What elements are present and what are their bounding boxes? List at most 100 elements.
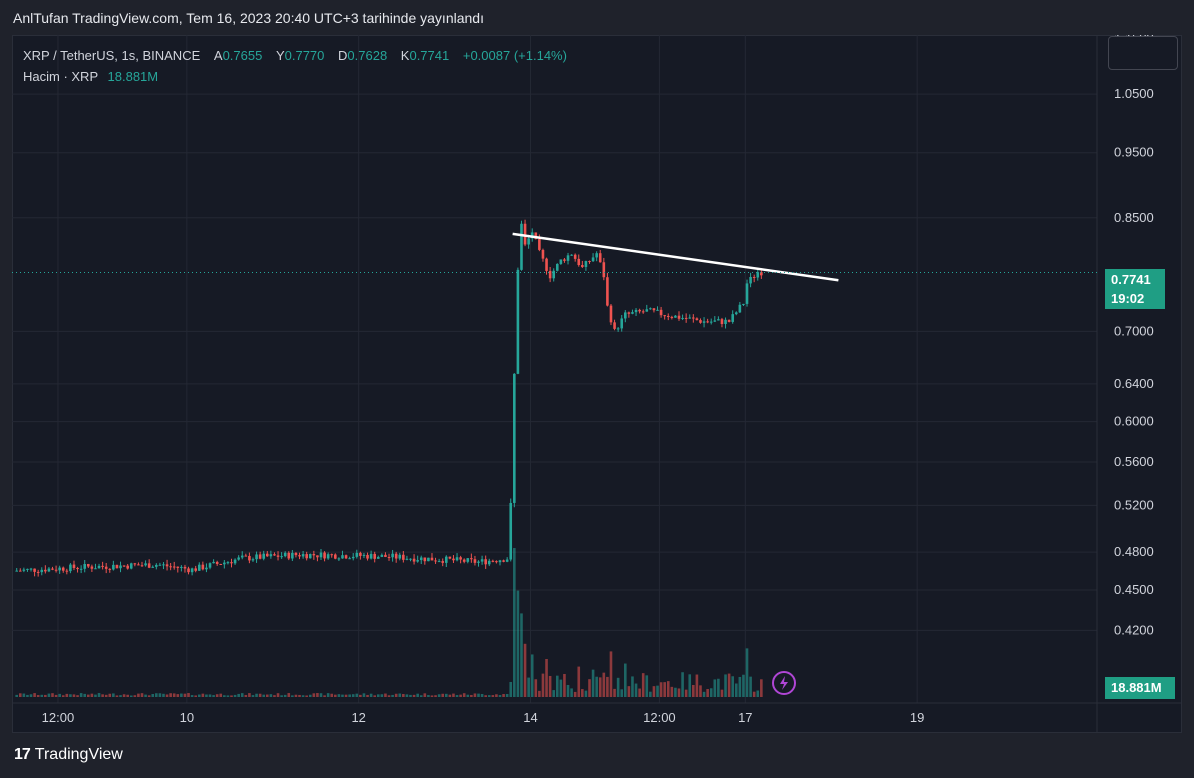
volume-bar (58, 693, 61, 697)
candle-body (717, 319, 720, 321)
candle-body (470, 558, 473, 560)
candle-body (384, 554, 387, 557)
candle-body (419, 557, 423, 561)
candle-body (731, 314, 734, 322)
volume-bar (72, 694, 76, 697)
volume-bar (334, 694, 337, 697)
volume-bar (169, 693, 172, 697)
chart-toolbox[interactable] (1108, 36, 1178, 70)
volume-bar (151, 693, 155, 697)
candle-body (219, 563, 223, 565)
candle-body (269, 554, 273, 557)
volume-row: Hacim · XRP 18.881M (23, 66, 567, 87)
candle-body (140, 565, 144, 567)
volume-bar (344, 694, 348, 697)
volume-label[interactable]: Hacim · XRP (23, 69, 98, 84)
candle-body (445, 556, 448, 563)
candle-body (380, 554, 384, 557)
volume-bar (641, 673, 645, 697)
price-tick-label: 0.5200 (1114, 497, 1154, 512)
candle-body (573, 254, 577, 259)
candle-body (645, 309, 649, 312)
volume-bar (674, 687, 677, 697)
price-tick-label: 0.6000 (1114, 414, 1154, 429)
candle-body (54, 569, 58, 571)
volume-bar (380, 694, 384, 697)
volume-bar (477, 693, 480, 697)
candle-body (498, 560, 502, 563)
candle-body (233, 559, 237, 564)
candle-body (251, 559, 255, 561)
candle-body (334, 554, 337, 559)
candle-body (90, 566, 94, 569)
candle-body (760, 272, 763, 276)
volume-bar (97, 693, 101, 697)
volume-bar (616, 677, 620, 697)
time-tick-label: 12 (351, 710, 365, 725)
volume-bar (684, 689, 688, 697)
candle-body (287, 552, 291, 559)
volume-bar (251, 695, 255, 697)
volume-bar (677, 688, 681, 697)
volume-tag: 18.881M (1105, 677, 1175, 699)
volume-bar (15, 694, 18, 697)
candle-body (409, 558, 412, 560)
publish-info: AnlTufan TradingView.com, Tem 16, 2023 2… (13, 10, 484, 26)
volume-bar (760, 679, 763, 697)
candle-body (491, 560, 495, 562)
volume-bar (484, 695, 487, 697)
volume-bar (663, 682, 666, 697)
volume-bar (376, 694, 380, 697)
price-tick-label: 0.5600 (1114, 454, 1154, 469)
volume-bar (362, 693, 366, 697)
volume-bar (215, 694, 219, 697)
volume-bar (427, 695, 430, 697)
volume-bar (734, 683, 738, 697)
candle-body (688, 317, 692, 319)
price-chart[interactable]: 1.0500 0.9500 0.8500 0.7000 0.6400 0.6000 0.56… (12, 35, 1182, 733)
volume-bar (255, 693, 258, 697)
candle-body (201, 564, 205, 570)
candle-body (455, 557, 459, 561)
volume-bar (577, 666, 581, 697)
candle-body (258, 554, 262, 559)
volume-bar (351, 694, 355, 697)
volume-bar (441, 693, 445, 697)
candle-body (355, 552, 359, 557)
candle-body (602, 262, 606, 278)
volume-bar (22, 693, 26, 697)
candle-body (527, 238, 530, 245)
volume-bar (455, 695, 459, 697)
candle-body (33, 568, 36, 572)
candle-body (387, 556, 391, 558)
close-value: 0.7741 (409, 48, 450, 63)
volume-bar (445, 693, 448, 697)
tradingview-logo[interactable]: 17 TradingView (14, 746, 123, 764)
volume-bar (552, 690, 555, 697)
symbol-title[interactable]: XRP / TetherUS, 1s, BINANCE (23, 48, 201, 63)
volume-bar (194, 695, 197, 697)
volume-bar (530, 654, 534, 697)
volume-bar (452, 693, 455, 697)
volume-bar (645, 675, 649, 697)
volume-bar (545, 659, 548, 697)
candle-body (727, 319, 731, 322)
candle-body (416, 560, 419, 562)
candle-body (348, 558, 351, 560)
close-label: K (400, 48, 410, 63)
candle-body (147, 563, 151, 568)
volume-bar (90, 693, 94, 697)
volume-bar (570, 688, 573, 697)
volume-bar (326, 693, 330, 697)
volume-bar (18, 693, 22, 697)
lightning-icon (772, 671, 796, 695)
candle-body (652, 308, 656, 311)
volume-bar (237, 693, 240, 697)
candle-body (638, 309, 641, 312)
tv-logo-icon: 17 (14, 746, 31, 763)
candle-body (36, 571, 40, 573)
volume-bar (201, 693, 205, 697)
candle-body (480, 559, 484, 562)
volume-bar (688, 674, 692, 697)
price-tick-label: 1.0500 (1114, 86, 1154, 101)
